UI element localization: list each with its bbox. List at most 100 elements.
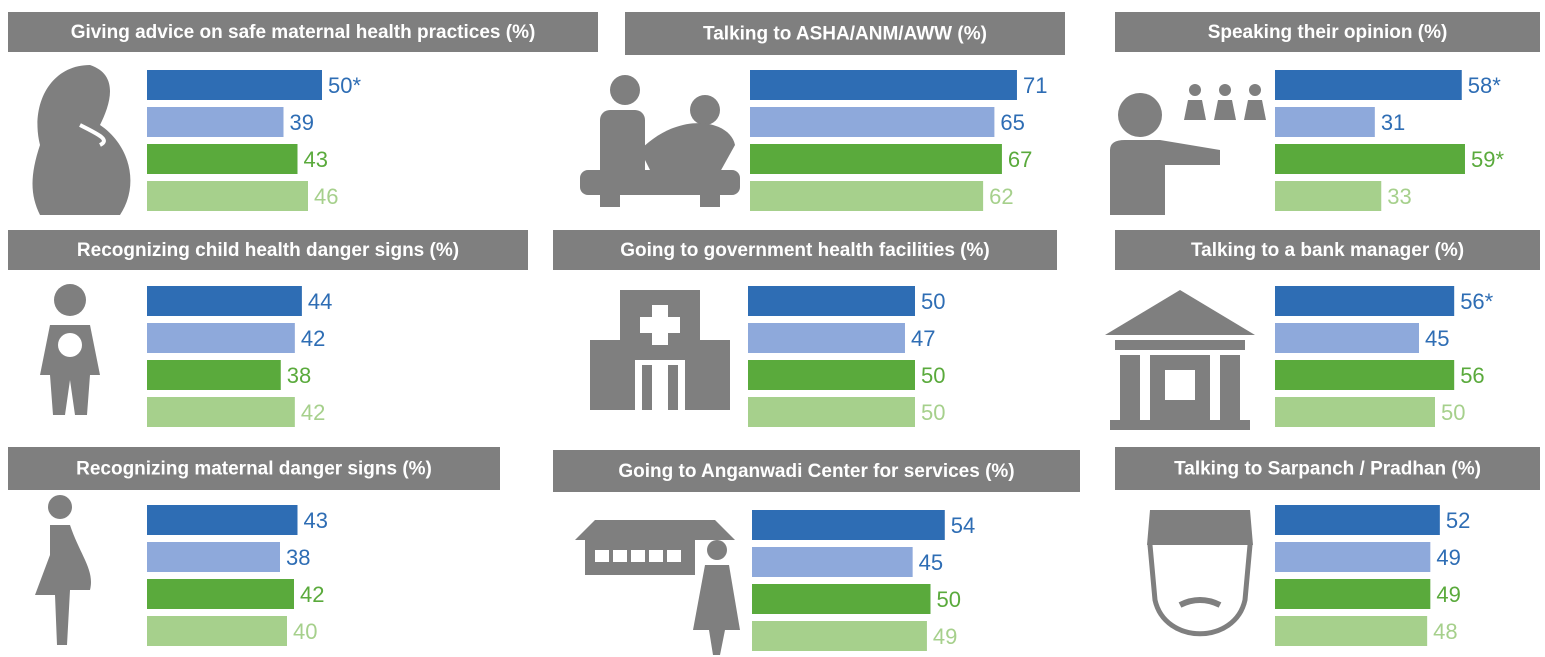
icon-shape (1147, 510, 1253, 545)
icon-shape (35, 525, 91, 645)
value-label: 50 (921, 400, 945, 425)
icon-shape (642, 365, 652, 410)
icon-shape (595, 550, 609, 562)
icon-shape (580, 170, 740, 195)
panel-title: Talking to a bank manager (%) (1191, 240, 1464, 261)
panel-title: Talking to Sarpanch / Pradhan (%) (1174, 459, 1481, 480)
icon-shape (1110, 420, 1250, 430)
bar (1275, 181, 1382, 211)
icon (575, 520, 740, 655)
bar (748, 286, 915, 316)
icon-shape (1214, 100, 1236, 120)
bar (1275, 360, 1455, 390)
icon-shape (668, 365, 678, 410)
value-label: 42 (301, 326, 325, 351)
value-label: 67 (1008, 147, 1032, 172)
panel-title: Going to Anganwadi Center for services (… (618, 461, 1014, 482)
icon (1147, 510, 1253, 637)
icon-shape (600, 110, 645, 180)
bar (1275, 616, 1428, 646)
value-label: 50 (921, 289, 945, 314)
icon (580, 75, 740, 207)
icon-shape (1105, 290, 1255, 335)
icon-shape (1118, 93, 1162, 137)
title-box (8, 230, 528, 270)
icon-shape (54, 284, 86, 316)
title-box (8, 447, 500, 490)
bar (147, 397, 295, 427)
bar (750, 107, 995, 137)
bar (147, 286, 302, 316)
value-label: 71 (1023, 73, 1047, 98)
value-label: 42 (300, 582, 324, 607)
panel-title: Recognizing maternal danger signs (%) (76, 459, 432, 480)
value-label: 50 (937, 587, 961, 612)
bar (1275, 397, 1435, 427)
value-label: 46 (314, 184, 338, 209)
value-label: 39 (290, 110, 314, 135)
panel-title: Talking to ASHA/ANM/AWW (%) (703, 24, 987, 45)
bar (748, 360, 915, 390)
panel: Recognizing maternal danger signs (%) 43 3… (8, 447, 500, 646)
icon-shape (1244, 100, 1266, 120)
icon-shape (575, 520, 735, 540)
icon (1105, 290, 1255, 430)
value-label: 45 (919, 550, 943, 575)
bar (147, 616, 287, 646)
value-label: 45 (1425, 326, 1449, 351)
bar (1275, 70, 1462, 100)
bar (147, 181, 308, 211)
panel: Talking to Sarpanch / Pradhan (%) 52 49 49 4… (1115, 447, 1540, 646)
panel: Speaking their opinion (%) 58* 31 59* 33 (1110, 12, 1540, 215)
bar (147, 323, 295, 353)
panel: Going to government health facilities (%… (553, 230, 1057, 427)
value-label: 50 (1441, 400, 1465, 425)
value-label: 49 (933, 624, 957, 649)
icon-shape (1110, 140, 1220, 215)
value-label: 54 (951, 513, 975, 538)
icon (32, 65, 131, 215)
value-label: 38 (286, 545, 310, 570)
value-label: 31 (1381, 110, 1405, 135)
bar (1275, 579, 1431, 609)
panel: Talking to ASHA/ANM/AWW (%) 71 65 67 62 (580, 12, 1065, 211)
icon-shape (1178, 597, 1222, 608)
bar (147, 70, 322, 100)
bar (748, 323, 905, 353)
bar (748, 397, 915, 427)
value-label: 42 (301, 400, 325, 425)
value-label: 58* (1468, 73, 1501, 98)
title-box (625, 12, 1065, 55)
title-box (553, 450, 1080, 492)
bar (1275, 505, 1440, 535)
value-label: 49 (1436, 545, 1460, 570)
icon-shape (1165, 370, 1195, 400)
icon-shape (700, 195, 720, 207)
value-label: 43 (304, 147, 328, 172)
value-label: 48 (1433, 619, 1457, 644)
icon-shape (1220, 355, 1240, 420)
icon-shape (640, 317, 680, 333)
bar (1275, 286, 1455, 316)
value-label: 56* (1460, 289, 1493, 314)
bar (750, 70, 1017, 100)
title-box (553, 230, 1057, 270)
value-label: 33 (1387, 184, 1411, 209)
icon-shape (1120, 355, 1140, 420)
value-label: 38 (287, 363, 311, 388)
bar (752, 547, 913, 577)
icon-shape (79, 123, 106, 147)
bar (1275, 542, 1431, 572)
bar (147, 360, 281, 390)
bar (750, 144, 1002, 174)
bar (147, 542, 280, 572)
panel: Recognizing child health danger signs (%… (8, 230, 528, 427)
value-label: 47 (911, 326, 935, 351)
bar (752, 584, 931, 614)
icon-shape (1219, 84, 1231, 96)
panel-title: Giving advice on safe maternal health pr… (71, 22, 536, 43)
icon (1110, 84, 1266, 215)
bar (147, 144, 298, 174)
icon (590, 290, 730, 410)
